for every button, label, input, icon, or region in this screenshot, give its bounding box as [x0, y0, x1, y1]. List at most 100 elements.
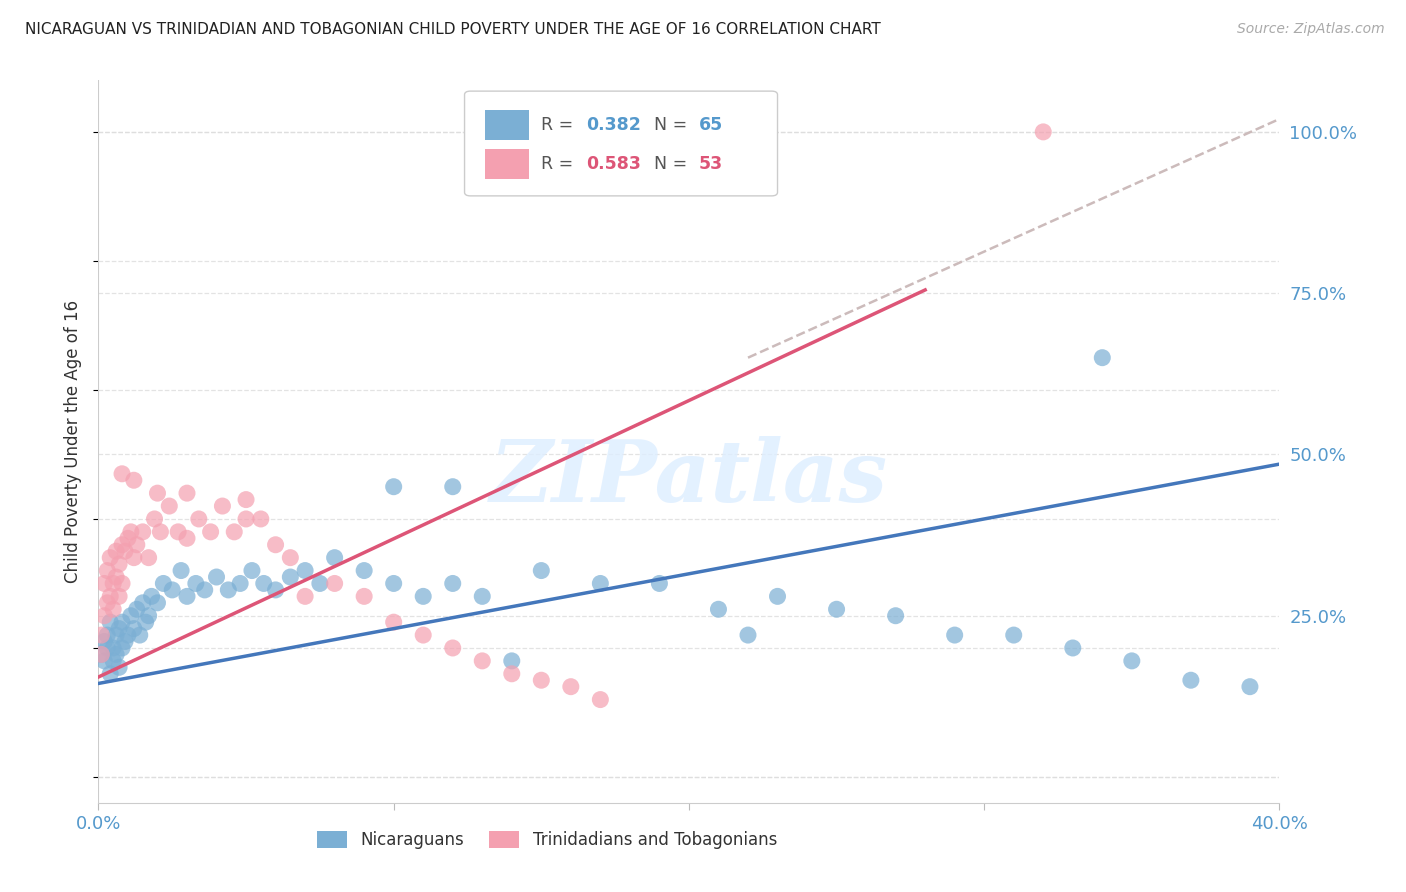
Point — [412, 628, 434, 642]
Point — [105, 648, 128, 662]
Point — [184, 576, 207, 591]
Point — [224, 524, 246, 539]
Point — [766, 590, 789, 604]
Point — [146, 596, 169, 610]
Point — [170, 564, 193, 578]
Point — [530, 564, 553, 578]
Point — [143, 512, 166, 526]
Point — [294, 590, 316, 604]
Point — [648, 576, 671, 591]
Text: NICARAGUAN VS TRINIDADIAN AND TOBAGONIAN CHILD POVERTY UNDER THE AGE OF 16 CORRE: NICARAGUAN VS TRINIDADIAN AND TOBAGONIAN… — [25, 22, 882, 37]
Point — [253, 576, 276, 591]
Point — [323, 576, 346, 591]
Point — [132, 596, 155, 610]
Point — [96, 628, 118, 642]
Point — [205, 570, 228, 584]
Point — [1180, 673, 1202, 688]
Point — [122, 622, 145, 636]
Point — [264, 582, 287, 597]
Point — [264, 538, 287, 552]
Point — [353, 590, 375, 604]
Text: 65: 65 — [699, 116, 723, 134]
Point — [162, 582, 183, 597]
Point — [1062, 640, 1084, 655]
Point — [229, 576, 252, 591]
Text: N =: N = — [654, 155, 692, 173]
Point — [530, 673, 553, 688]
Point — [353, 564, 375, 578]
Point — [98, 590, 121, 604]
FancyBboxPatch shape — [464, 91, 778, 196]
Point — [176, 486, 198, 500]
Point — [120, 524, 142, 539]
Point — [235, 492, 257, 507]
Point — [96, 596, 118, 610]
Point — [1239, 680, 1261, 694]
Point — [382, 480, 405, 494]
Point — [93, 608, 115, 623]
Y-axis label: Child Poverty Under the Age of 16: Child Poverty Under the Age of 16 — [65, 300, 83, 583]
Point — [111, 576, 134, 591]
Point — [98, 615, 121, 630]
Point — [108, 660, 131, 674]
Point — [382, 576, 405, 591]
Point — [103, 640, 125, 655]
Point — [103, 576, 125, 591]
Point — [122, 550, 145, 565]
Point — [96, 640, 118, 655]
Point — [111, 538, 134, 552]
Point — [211, 499, 233, 513]
Point — [122, 473, 145, 487]
Point — [98, 666, 121, 681]
Point — [441, 480, 464, 494]
Point — [1121, 654, 1143, 668]
Point — [96, 564, 118, 578]
Point — [187, 512, 209, 526]
Bar — [485, 149, 530, 179]
Point — [125, 602, 148, 616]
Point — [108, 590, 131, 604]
Point — [589, 692, 612, 706]
Point — [707, 602, 730, 616]
Point — [441, 640, 464, 655]
Point — [114, 634, 136, 648]
Point — [108, 622, 131, 636]
Point — [157, 499, 180, 513]
Point — [167, 524, 190, 539]
Point — [146, 486, 169, 500]
Point — [93, 576, 115, 591]
Point — [98, 550, 121, 565]
Point — [90, 648, 112, 662]
Point — [138, 550, 160, 565]
Point — [560, 680, 582, 694]
Point — [884, 608, 907, 623]
Point — [1091, 351, 1114, 365]
Point — [200, 524, 222, 539]
Point — [176, 531, 198, 545]
Point — [412, 590, 434, 604]
Point — [90, 628, 112, 642]
Point — [117, 531, 139, 545]
Point — [250, 512, 273, 526]
Point — [125, 538, 148, 552]
Point — [943, 628, 966, 642]
Point — [111, 615, 134, 630]
Text: 0.382: 0.382 — [586, 116, 641, 134]
Point — [105, 570, 128, 584]
Point — [471, 590, 494, 604]
Text: N =: N = — [654, 116, 692, 134]
Point — [111, 640, 134, 655]
Point — [280, 550, 302, 565]
Point — [382, 615, 405, 630]
Point — [323, 550, 346, 565]
Point — [152, 576, 174, 591]
Point — [471, 654, 494, 668]
Legend: Nicaraguans, Trinidadians and Tobagonians: Nicaraguans, Trinidadians and Tobagonian… — [311, 824, 783, 856]
Point — [103, 654, 125, 668]
Point — [138, 608, 160, 623]
Point — [441, 576, 464, 591]
Point — [501, 654, 523, 668]
Point — [1032, 125, 1054, 139]
Point — [176, 590, 198, 604]
Point — [149, 524, 172, 539]
